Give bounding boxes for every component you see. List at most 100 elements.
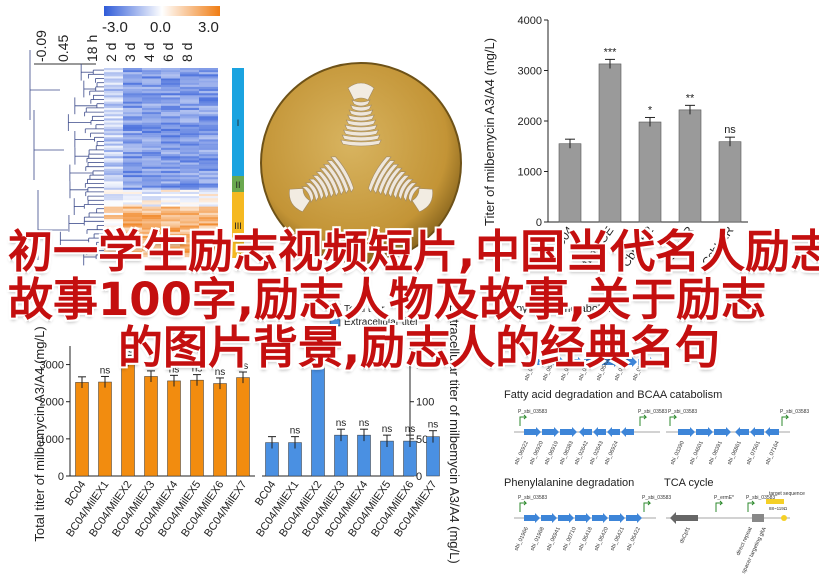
heatmap-cell — [104, 164, 123, 167]
heatmap-cell — [104, 166, 123, 169]
heatmap-cell — [161, 229, 180, 232]
heatmap-cell — [123, 76, 142, 79]
heatmap-cell — [123, 84, 142, 88]
heatmap-cell — [180, 177, 199, 180]
heatmap-cell — [123, 164, 142, 167]
heatmap-cell — [199, 126, 218, 130]
gene-label: sbi_01968 — [530, 526, 546, 552]
heatmap-cell — [142, 185, 161, 188]
heatmap-cell — [199, 191, 218, 195]
heatmap-cell — [161, 147, 180, 151]
heatmap-cell — [142, 86, 161, 90]
heatmap-cell — [199, 160, 218, 163]
heatmap-cell — [199, 137, 218, 140]
heatmap-cell — [180, 116, 199, 119]
heatmap-cell — [123, 99, 142, 102]
heatmap-cell — [123, 158, 142, 161]
heatmap-cell — [199, 131, 218, 134]
gene-label: sbi_05421 — [610, 526, 626, 552]
heatmap-cell — [142, 152, 161, 155]
heatmap-cell — [123, 118, 142, 121]
heatmap-cell — [142, 122, 161, 125]
heatmap-cell — [104, 103, 123, 106]
heatmap-cell — [123, 223, 142, 226]
gene-arrow — [609, 513, 625, 523]
heatmap-cell — [142, 238, 161, 241]
heatmap-cell — [142, 166, 161, 169]
gene-label: sbi_06920 — [529, 440, 545, 466]
heatmap-cell — [199, 187, 218, 190]
gene-arrow — [638, 357, 655, 367]
heatmap-cell — [199, 242, 218, 245]
heatmap-cell — [142, 107, 161, 111]
promoter-label: P_sbi_03583 — [518, 409, 547, 415]
heatmap-cell — [161, 233, 180, 237]
heatmap-cell — [180, 149, 199, 153]
gene-label: sbi_05420 — [594, 526, 610, 552]
heatmap-cell — [142, 89, 161, 92]
heatmap-cell — [180, 82, 199, 85]
significance-label: ns — [238, 361, 249, 372]
heatmap-cell — [142, 110, 161, 113]
heatmap-cell — [142, 244, 161, 247]
bar — [678, 109, 702, 223]
heatmap-cell — [142, 240, 161, 243]
gene-label: sbi_01966 — [514, 526, 530, 552]
heatmap-cell — [180, 158, 199, 161]
heatmap-cell — [199, 252, 218, 256]
heatmap-cell — [199, 225, 218, 228]
heatmap-cell — [104, 68, 123, 71]
heatmap-cell — [180, 70, 199, 73]
heatmap-cell — [199, 72, 218, 75]
gene-cluster-diagram: pyruvate metabolism Fatty acid degradati… — [504, 303, 809, 575]
heatmap-cell — [199, 250, 218, 253]
heatmap-cell — [142, 200, 161, 203]
gene-arrow — [696, 427, 713, 437]
heatmap-cell — [123, 185, 142, 188]
heatmap-cell — [104, 147, 123, 151]
heatmap-cell — [180, 206, 199, 209]
heatmap-cell — [161, 244, 180, 247]
heatmap-cell — [180, 147, 199, 151]
heatmap-cell — [142, 124, 161, 127]
heatmap-cell — [123, 80, 142, 83]
heatmap-cell — [180, 170, 199, 174]
y-tick-label-right: 150 — [416, 360, 434, 372]
heatmap-cell — [142, 177, 161, 180]
heatmap-cell — [199, 246, 218, 249]
heatmap-cell — [180, 78, 199, 81]
bar — [598, 63, 622, 223]
heatmap-cell — [161, 141, 180, 144]
heatmap-cell — [142, 149, 161, 153]
heatmap-cell — [142, 202, 161, 205]
heatmap-cell — [161, 215, 180, 218]
heatmap-cell — [180, 173, 199, 176]
heatmap-cell — [161, 210, 180, 214]
heatmap-cell — [104, 93, 123, 96]
heatmap-cell — [104, 128, 123, 132]
heatmap-cell — [123, 126, 142, 130]
heatmap-cell — [142, 221, 161, 224]
promoter-label: P_sbi_03583 — [642, 495, 671, 501]
heatmap-cell — [104, 70, 123, 73]
heatmap-cell — [180, 143, 199, 146]
heatmap-cell — [142, 74, 161, 77]
heatmap-cell — [161, 187, 180, 190]
y-tick-label: 0 — [536, 217, 542, 229]
heatmap-cell — [161, 240, 180, 243]
heatmap-cell — [161, 181, 180, 184]
heatmap-cell — [161, 122, 180, 125]
heatmap-cell — [104, 170, 123, 174]
heatmap-cell — [142, 91, 161, 94]
heatmap-cell — [123, 200, 142, 203]
heatmap-cell — [142, 160, 161, 163]
heatmap-cell — [161, 160, 180, 163]
heatmap-cell — [180, 248, 199, 251]
gene-arrow — [750, 427, 764, 437]
heatmap-cell — [142, 231, 161, 235]
heatmap-cell — [142, 210, 161, 214]
heatmap-cell — [142, 179, 161, 182]
heatmap-cell — [123, 225, 142, 228]
heatmap-cell — [161, 128, 180, 132]
significance-label: ns — [313, 340, 324, 351]
